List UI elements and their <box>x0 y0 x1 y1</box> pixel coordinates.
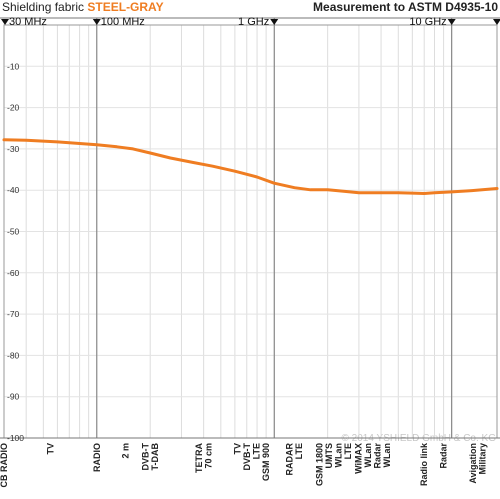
frequency-marker-arrow <box>1 19 9 25</box>
data-point <box>380 191 382 194</box>
application-label: 2 m <box>120 443 130 459</box>
series-layer <box>2 138 499 195</box>
application-label: DVB-T <box>140 443 150 471</box>
axes: -10 -20 -30 -40 -50 -60 -70 -80 -90 -100 <box>0 17 500 443</box>
application-label: WiMAX <box>354 443 364 474</box>
y-tick-label: -10 <box>7 61 20 71</box>
application-label: Military <box>477 443 487 475</box>
data-point <box>116 146 118 148</box>
data-point <box>256 176 258 178</box>
data-point <box>293 186 296 189</box>
frequency-marker-arrow <box>92 19 101 25</box>
data-point <box>450 191 453 193</box>
data-point <box>96 144 98 146</box>
application-label: DVB-T <box>242 443 252 471</box>
y-tick-label: -60 <box>7 268 20 278</box>
frequency-marker-arrow <box>493 19 500 25</box>
data-point <box>169 157 172 159</box>
data-point <box>211 165 214 167</box>
y-tick-label: -80 <box>7 350 20 360</box>
application-label: 70 cm <box>203 443 213 469</box>
grid <box>3 25 497 439</box>
data-point <box>273 182 276 184</box>
data-point <box>234 170 236 172</box>
data-point <box>411 192 414 194</box>
application-label: GSM 900 <box>261 443 271 481</box>
application-label: WLan <box>363 443 373 468</box>
data-point <box>433 191 436 194</box>
application-label: CB RADIO <box>0 443 9 488</box>
y-tick-label: -30 <box>7 144 20 154</box>
y-tick-label: -20 <box>7 103 20 113</box>
y-tick-label: -100 <box>7 433 24 443</box>
chart-title-right: Measurement to ASTM D4935-10 <box>313 0 498 14</box>
data-point <box>309 189 312 191</box>
data-point <box>132 148 134 150</box>
application-label: WLan <box>333 443 343 468</box>
application-label: RADIO <box>92 443 102 472</box>
data-point <box>496 187 498 190</box>
frequency-marker-label: 10 GHz <box>409 16 446 28</box>
frequency-marker-label: 1 GHz <box>238 16 269 28</box>
data-point <box>471 189 473 192</box>
frequency-marker-label: 100 MHz <box>101 16 145 28</box>
data-point <box>3 139 5 141</box>
application-label: LTE <box>343 443 353 459</box>
y-tick-label: -90 <box>7 392 20 402</box>
data-point <box>423 192 426 195</box>
application-label: TV <box>46 443 56 455</box>
chart-title-prefix: Shielding fabric <box>2 0 87 14</box>
y-tick-label: -70 <box>7 309 20 319</box>
application-label: UMTS <box>324 443 334 469</box>
chart-title-product: STEEL-GRAY <box>87 0 163 14</box>
data-point <box>326 189 329 191</box>
application-label: TETRA <box>194 443 204 473</box>
application-labels: CB RADIO TV RADIO 2 m DVB-T T-DAB TETRA 70 cm TV… <box>0 442 487 487</box>
y-tick-label: -40 <box>7 185 20 195</box>
application-label: TV <box>232 443 242 455</box>
application-label: Radio link <box>419 442 429 486</box>
data-point <box>56 141 59 143</box>
data-point <box>344 190 346 193</box>
application-label: WLan <box>382 443 392 468</box>
series-line <box>2 138 499 195</box>
chart-title: Shielding fabric STEEL-GRAY <box>2 0 164 14</box>
frequency-marker-arrow <box>447 19 456 25</box>
application-label: Radar <box>373 443 383 469</box>
application-label: GSM 1800 <box>315 443 325 486</box>
data-point <box>192 161 195 164</box>
frequency-marker-label: 30 MHz <box>9 16 47 28</box>
frequency-marker-arrow <box>270 19 279 25</box>
data-point <box>25 139 28 141</box>
application-label: RADAR <box>285 443 295 476</box>
data-point <box>397 191 400 194</box>
application-label: LTE <box>294 443 304 459</box>
y-tick-label: -50 <box>7 227 20 237</box>
data-point <box>149 152 151 154</box>
application-label: LTE <box>251 443 261 459</box>
data-point <box>358 191 360 194</box>
application-label: Avigation <box>468 443 478 484</box>
application-label: Radar <box>439 443 449 469</box>
application-label: T-DAB <box>150 443 160 471</box>
